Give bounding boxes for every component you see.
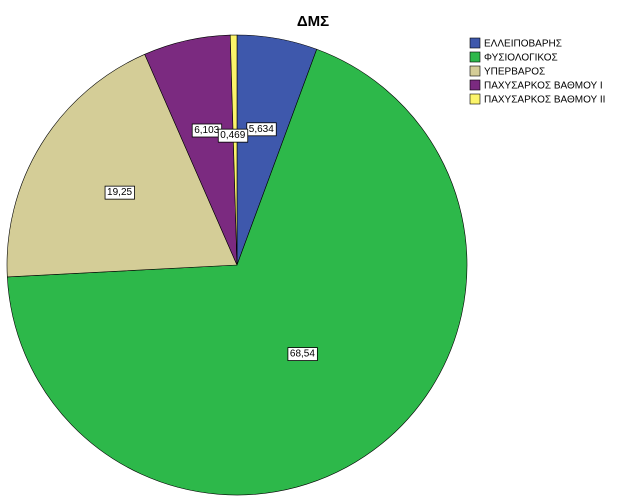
data-label-text: 19,25 [107, 187, 132, 198]
legend-label: ΕΛΛΕΙΠΟΒΑΡΗΣ [484, 39, 562, 50]
data-label: 68,54 [287, 347, 318, 361]
pie-slice [229, 34, 238, 266]
legend-label: ΠΑΧΥΣΑΡΚΟΣ ΒΑΘΜΟΥ ΙΙ [484, 95, 605, 106]
legend-label: ΠΑΧΥΣΑΡΚΟΣ ΒΑΘΜΟΥ Ι [484, 81, 603, 92]
data-label-box [217, 128, 249, 143]
chart-title: ΔΜΣ [297, 13, 329, 30]
legend-swatch [469, 65, 481, 77]
legend-swatch [469, 37, 481, 49]
data-label-text: 0,469 [220, 130, 245, 141]
data-label: 6,103 [191, 123, 223, 138]
legend-label: ΥΠΕΡΒΑΡΟΣ [484, 67, 545, 78]
data-label-text: 5,634 [249, 124, 274, 135]
legend-label: ΦΥΣΙΟΛΟΓΙΚΟΣ [484, 53, 558, 64]
data-label: 5,634 [246, 122, 277, 137]
data-label-text: 68,54 [290, 349, 315, 360]
data-label-box [104, 185, 135, 200]
data-label: 19,25 [104, 185, 135, 200]
pie-slice [6, 53, 238, 278]
data-label: 0,469 [217, 128, 249, 143]
data-label-text: 6,103 [194, 125, 219, 136]
legend-swatch [469, 51, 481, 63]
data-label-box [287, 347, 318, 361]
pie-slice [6, 48, 468, 496]
legend-swatch [469, 79, 481, 91]
legend-swatch [469, 93, 481, 105]
